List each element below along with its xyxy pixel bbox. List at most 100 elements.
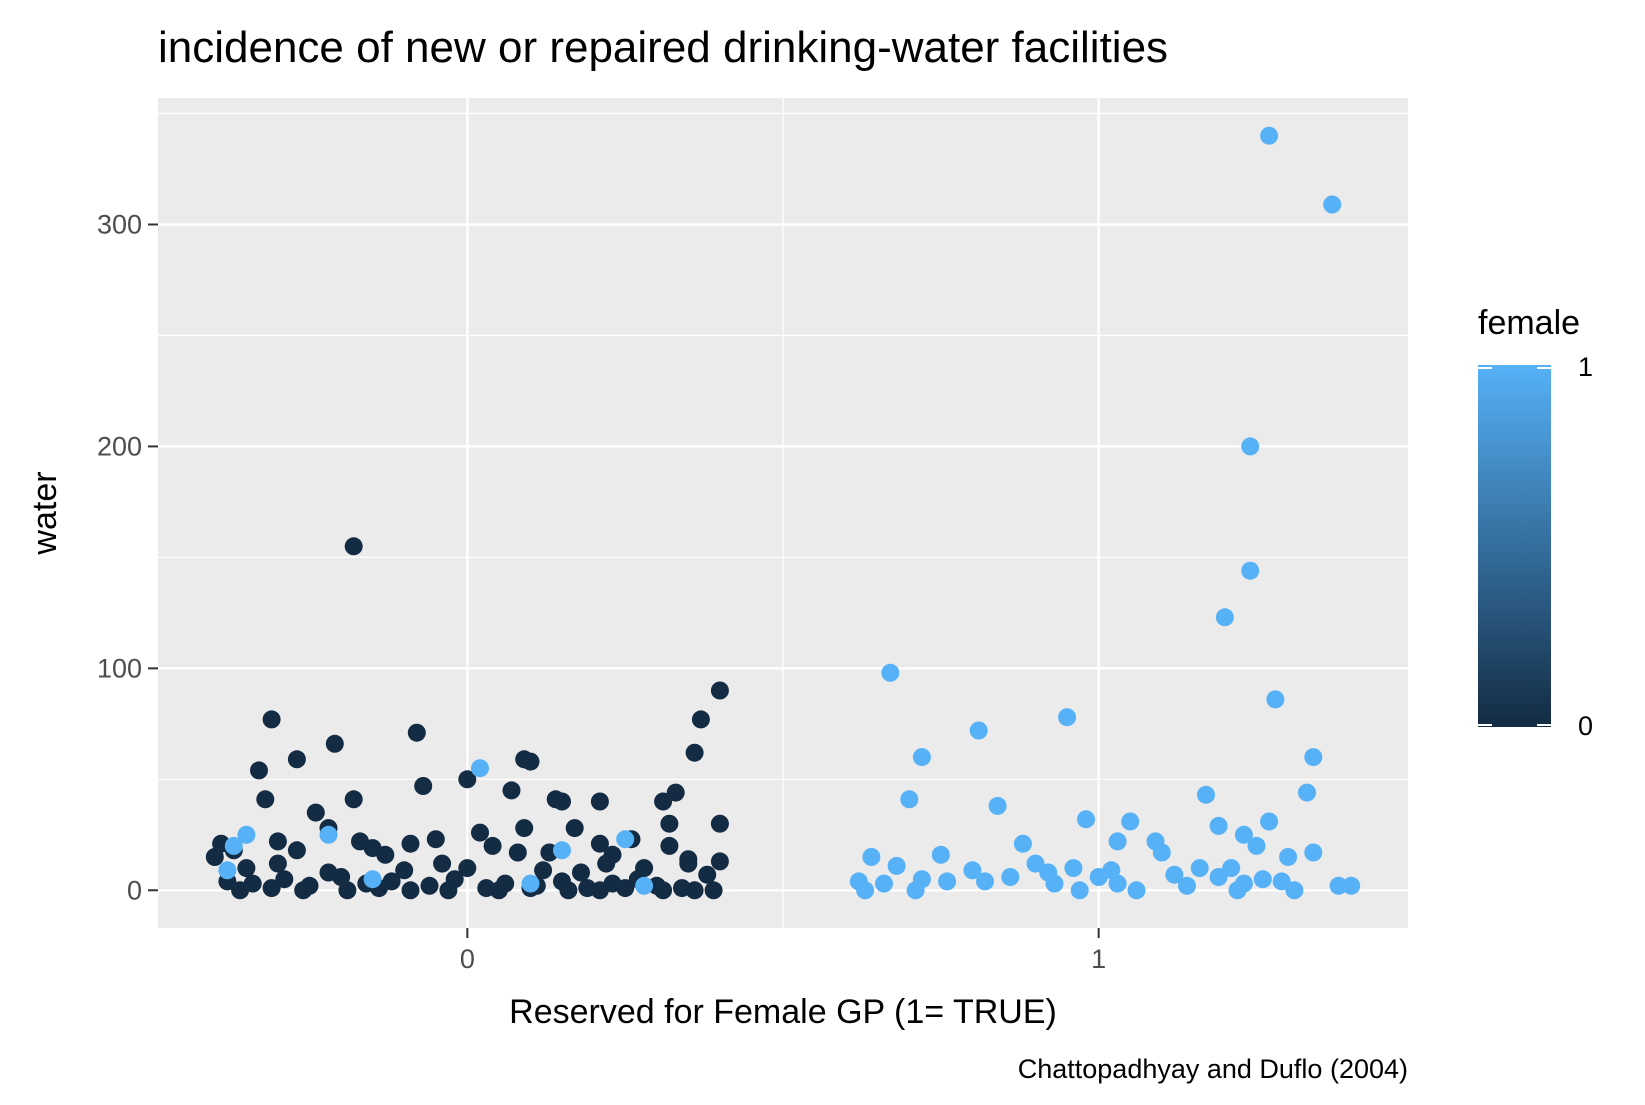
data-point (1026, 854, 1045, 873)
data-point (268, 854, 287, 873)
data-point (401, 834, 420, 853)
data-point (1089, 868, 1108, 886)
data-point (1253, 870, 1272, 889)
data-point (237, 859, 256, 878)
data-point (1260, 126, 1279, 145)
data-point (471, 823, 489, 842)
y-tick-label: 200 (97, 431, 142, 461)
data-point (363, 870, 382, 889)
data-point (912, 748, 931, 767)
legend-colorbar (1478, 365, 1551, 727)
data-point (710, 852, 729, 871)
data-point (654, 881, 673, 900)
data-point (237, 825, 256, 844)
data-point (969, 721, 988, 740)
data-point (515, 819, 534, 838)
x-axis-title: Reserved for Female GP (1= TRUE) (509, 993, 1057, 1031)
data-point (1058, 708, 1077, 727)
data-point (1197, 785, 1215, 804)
data-point (1266, 690, 1285, 709)
data-point (458, 770, 477, 789)
data-point (553, 792, 571, 811)
data-point (875, 874, 893, 893)
data-point (1241, 437, 1260, 456)
data-point (1247, 836, 1266, 855)
data-point (275, 870, 294, 889)
data-point (976, 872, 994, 891)
data-point (458, 859, 477, 878)
data-point (881, 663, 900, 682)
data-point (887, 856, 906, 875)
data-point (635, 876, 654, 895)
data-point (1241, 561, 1260, 580)
data-point (306, 803, 325, 822)
data-point (660, 814, 679, 833)
x-tick-label: 1 (1091, 944, 1106, 974)
data-point (1190, 859, 1209, 878)
data-point (502, 781, 521, 800)
data-point (250, 761, 268, 780)
data-point (1045, 874, 1064, 893)
data-point (1215, 608, 1234, 627)
data-point (691, 710, 710, 729)
data-point (1070, 881, 1089, 900)
data-point (338, 881, 357, 900)
chart-caption: Chattopadhyay and Duflo (2004) (1018, 1054, 1408, 1084)
data-point (704, 881, 723, 900)
data-point (900, 790, 919, 809)
data-point (1077, 810, 1095, 829)
data-point (1228, 881, 1247, 900)
data-point (679, 850, 698, 869)
data-point (268, 832, 287, 851)
data-point (218, 861, 237, 880)
y-tick-label: 0 (127, 875, 142, 905)
data-point (590, 834, 609, 853)
legend-title: female (1478, 304, 1580, 342)
data-point (1260, 812, 1279, 831)
data-point (963, 861, 982, 880)
data-point (698, 865, 717, 884)
data-point (685, 881, 704, 900)
data-point (565, 819, 584, 838)
data-point (521, 874, 540, 893)
data-point (344, 537, 363, 556)
data-point (1178, 876, 1196, 895)
y-tick-label: 100 (97, 653, 142, 683)
data-point (489, 881, 508, 900)
data-point (287, 841, 306, 860)
data-point (938, 872, 957, 891)
data-point (1165, 865, 1184, 884)
data-point (1127, 881, 1146, 900)
data-point (1329, 876, 1348, 895)
data-point (1064, 859, 1083, 878)
data-point (559, 881, 578, 900)
data-point (224, 836, 243, 855)
data-point (407, 723, 426, 742)
data-point (906, 881, 925, 900)
data-point (710, 814, 729, 833)
data-point (1234, 825, 1253, 844)
data-point (262, 710, 281, 729)
data-point (483, 836, 502, 855)
data-point (420, 876, 439, 895)
data-point (344, 790, 363, 809)
legend-label-high: 1 (1578, 352, 1593, 382)
y-axis-ticks: 0 100 200 300 (97, 209, 158, 905)
data-point (401, 881, 420, 900)
data-point (426, 830, 445, 849)
data-point (572, 863, 590, 882)
data-point (294, 881, 313, 900)
data-point (1323, 195, 1342, 214)
legend: female 1 0 (1478, 304, 1593, 741)
data-point (395, 861, 414, 880)
data-point (1222, 859, 1241, 878)
data-point (508, 843, 527, 862)
data-point (654, 792, 673, 811)
data-point (319, 825, 338, 844)
data-point (1279, 848, 1298, 866)
data-point (710, 681, 729, 700)
data-point (660, 836, 679, 855)
data-point (1001, 868, 1020, 886)
